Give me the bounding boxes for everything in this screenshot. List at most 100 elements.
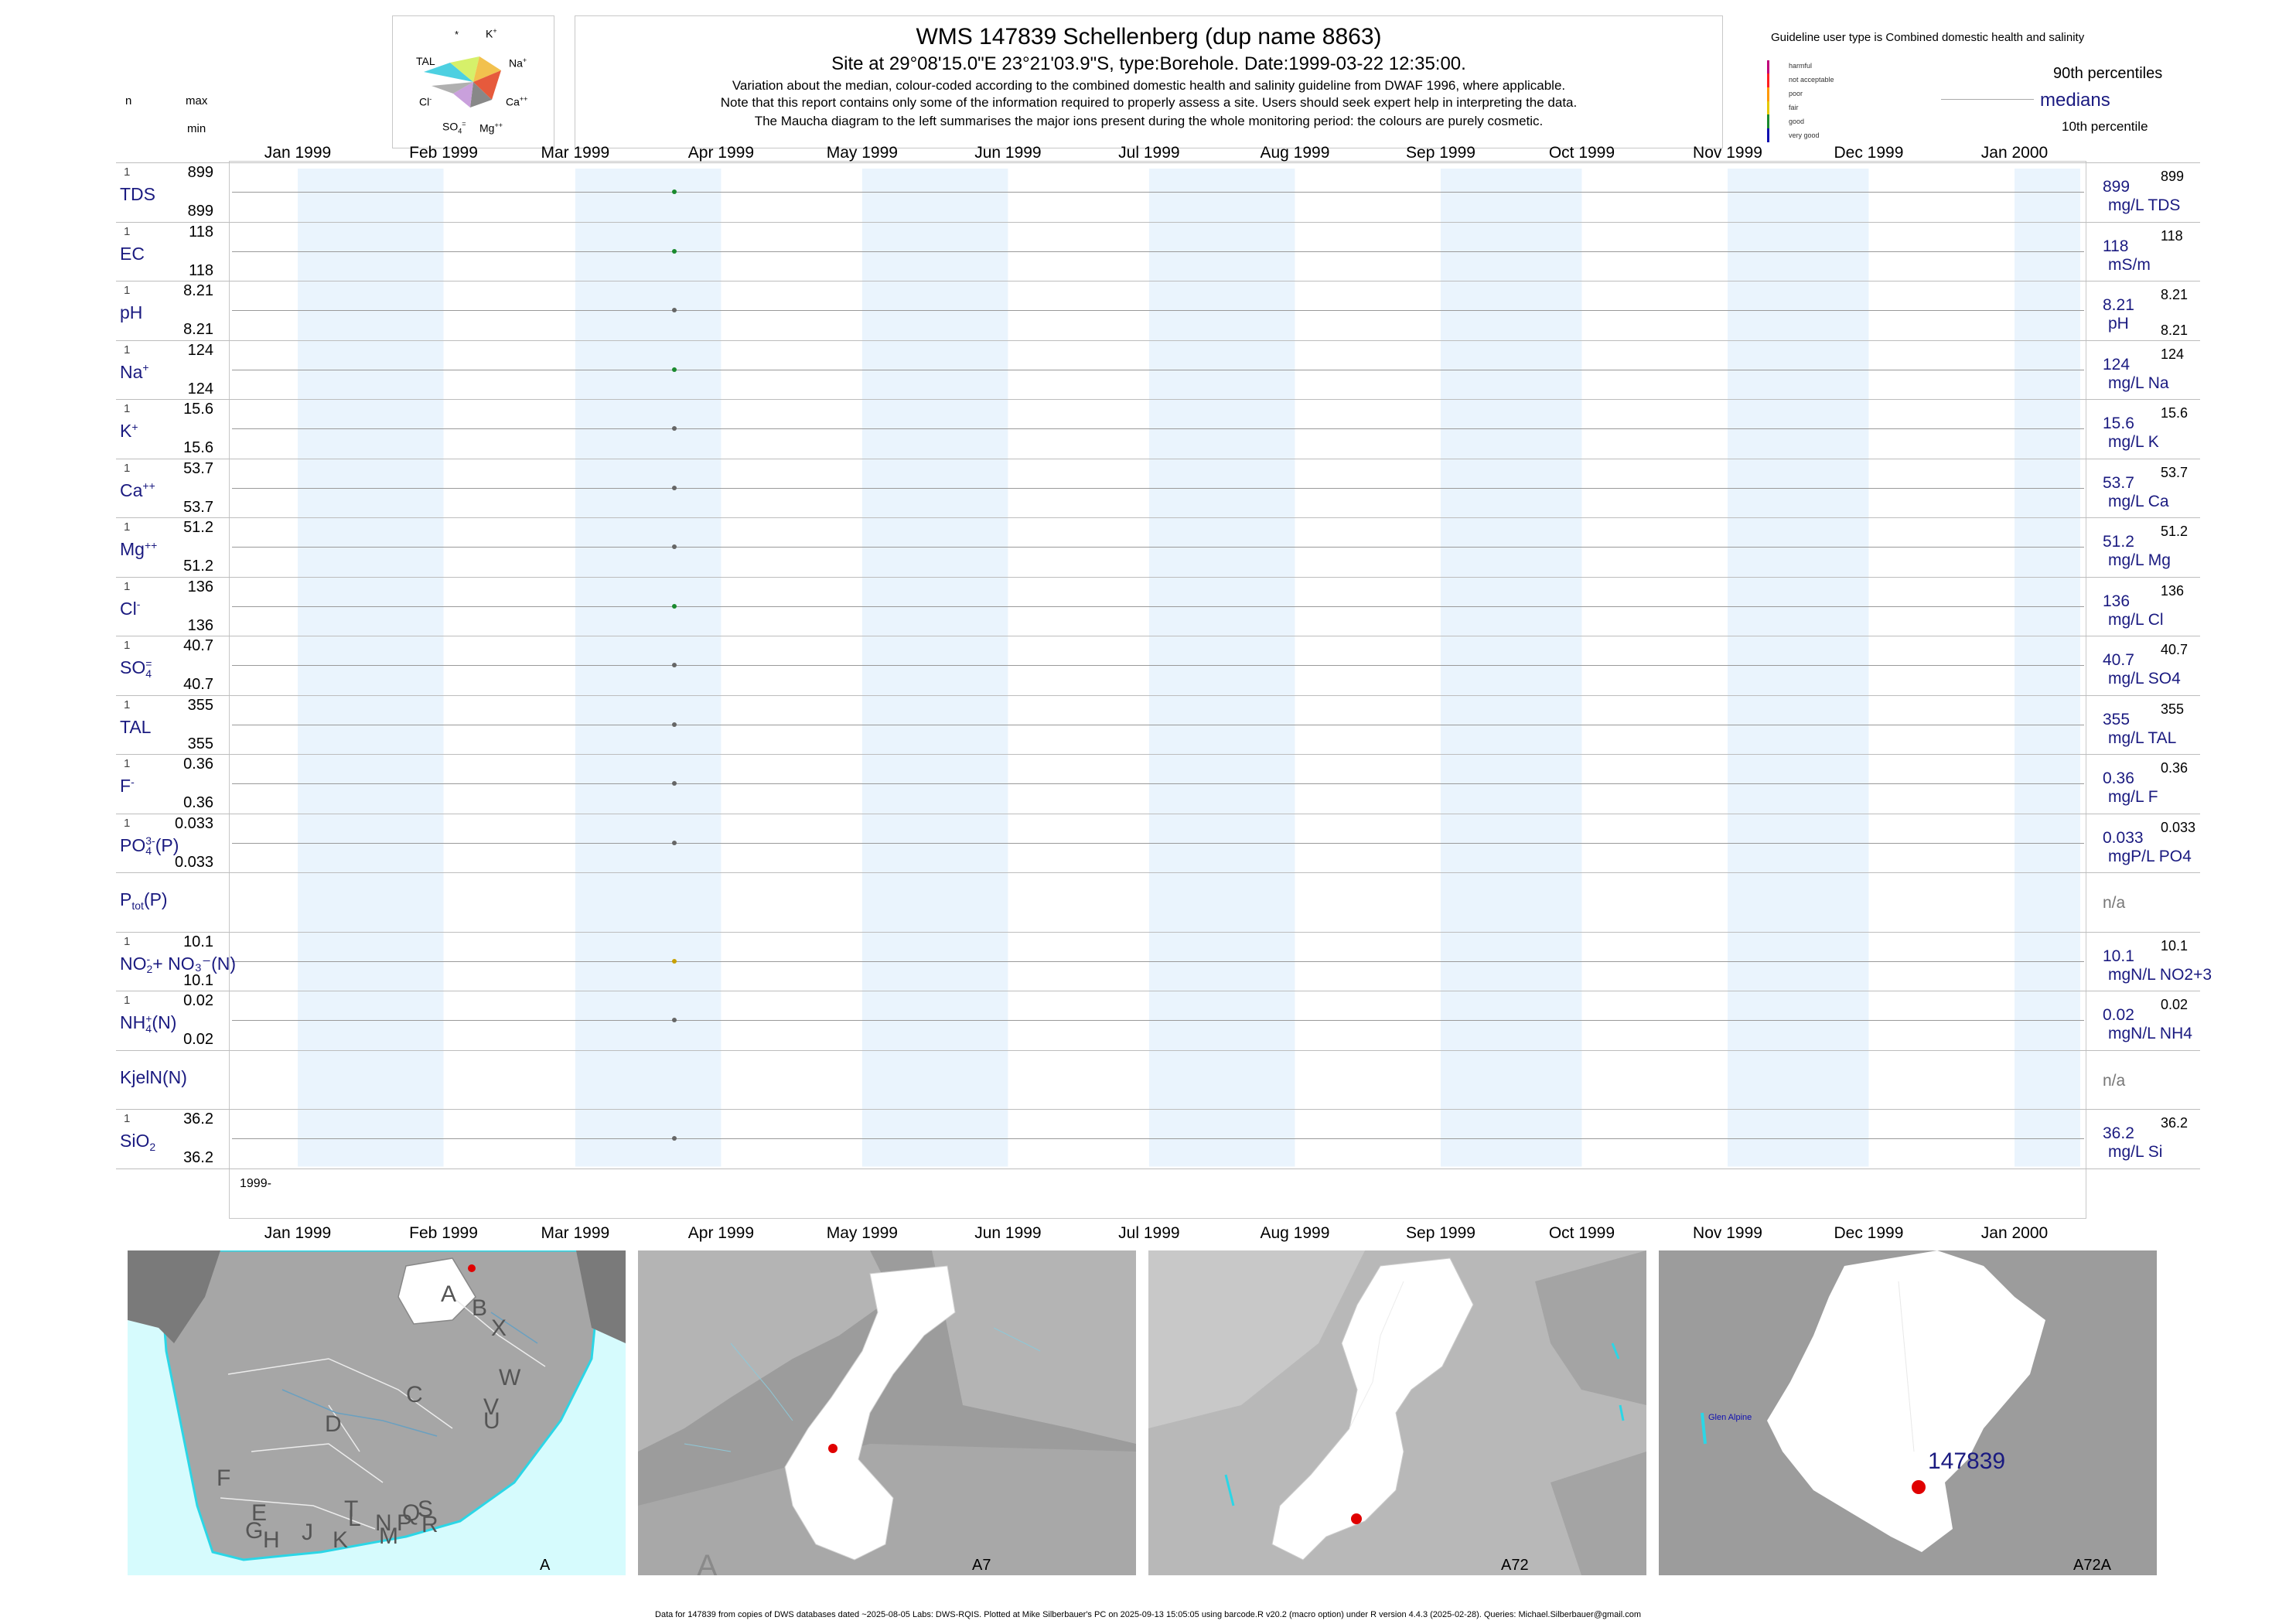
param-label-so4: SO = 4: [120, 657, 152, 680]
top-month-label: Sep 1999: [1406, 144, 1476, 162]
p90-value: 53.7: [2161, 464, 2189, 480]
region-letter-j: J: [302, 1520, 313, 1545]
unit-label-tds: mg/L TDS: [2108, 196, 2181, 214]
p10-value: 8.21: [2161, 322, 2189, 338]
month-band: [575, 169, 722, 1167]
maucha-star: *: [455, 29, 459, 40]
max-value: 0.36: [183, 756, 213, 773]
data-point-po4: [671, 840, 677, 845]
guideline-color-bar: [1767, 60, 1769, 142]
top-month-label: Mar 1999: [541, 144, 610, 162]
region-letter-k: K: [333, 1527, 349, 1553]
p90-value: 8.21: [2161, 287, 2189, 302]
data-point-ph: [671, 308, 677, 312]
map-a72-catchment: [1148, 1250, 1646, 1575]
maucha-label-cl: Cl-: [419, 95, 432, 108]
top-month-label: Feb 1999: [409, 144, 478, 162]
unit-label-ca: mg/L Ca: [2108, 492, 2169, 510]
param-label-sio2: SiO 2: [120, 1131, 156, 1153]
bottom-month-label: Nov 1999: [1693, 1224, 1762, 1242]
median-line: [232, 1138, 2084, 1139]
param-label-ptot: P tot (P): [120, 889, 168, 912]
guideline-text: Guideline user type is Combined domestic…: [1771, 31, 2085, 44]
report-note-1: Variation about the median, colour-coded…: [732, 78, 1566, 93]
maucha-segment-so4: [453, 82, 473, 107]
min-value: 40.7: [183, 676, 213, 693]
top-month-label: Jan 1999: [264, 144, 332, 162]
top-month-label: Jul 1999: [1118, 144, 1180, 162]
median-line: [232, 842, 2084, 844]
site-marker-a7: [828, 1444, 838, 1453]
data-point-nox: [671, 958, 677, 964]
maucha-label-k: K+: [486, 27, 497, 40]
row-separator: [116, 162, 2200, 163]
top-month-label: Aug 1999: [1260, 144, 1330, 162]
site-marker-a72: [1351, 1513, 1362, 1524]
n-value: 1: [124, 224, 131, 238]
site-marker-a72a: [1912, 1480, 1926, 1494]
month-band: [1440, 169, 1582, 1167]
median-value-f: 0.36: [2103, 769, 2134, 787]
guideline-class-poor: poor: [1789, 90, 1803, 97]
top-month-label: Apr 1999: [687, 144, 755, 162]
header-n: n: [125, 94, 132, 107]
maucha-segment-cl: [432, 82, 473, 94]
region-letter-a: A: [441, 1281, 457, 1307]
max-value: 40.7: [183, 637, 213, 654]
region-letter-g: G: [245, 1518, 264, 1544]
region-letter-l: L: [348, 1506, 361, 1531]
param-label-kjeln: KjelN(N): [120, 1066, 187, 1087]
median-line: [232, 310, 2084, 311]
min-value: 0.033: [174, 853, 213, 871]
map-place-glen-alpine: Glen Alpine: [1708, 1413, 1752, 1422]
data-point-k: [671, 426, 677, 431]
n-value: 1: [124, 343, 131, 357]
unit-label-sio2: mg/L Si: [2108, 1143, 2163, 1161]
unit-label-so4: mg/L SO4: [2108, 670, 2181, 687]
min-value: 899: [187, 203, 213, 220]
maucha-label-tal: TAL: [416, 55, 435, 67]
bottom-month-label: Feb 1999: [409, 1224, 478, 1242]
median-value-mg: 51.2: [2103, 533, 2134, 551]
data-point-ec: [671, 248, 677, 254]
min-value: 53.7: [183, 498, 213, 516]
region-letter-h: H: [263, 1527, 280, 1553]
n-value: 1: [124, 284, 131, 297]
top-month-label: Nov 1999: [1693, 144, 1762, 162]
param-label-tal: TAL: [120, 716, 152, 737]
bottom-month-label: Apr 1999: [687, 1224, 755, 1242]
p90-value: 36.2: [2161, 1115, 2189, 1131]
row-separator: [116, 872, 2200, 873]
max-value: 36.2: [183, 1111, 213, 1128]
unit-label-ph: pH: [2108, 315, 2129, 333]
unit-label-f: mg/L F: [2108, 788, 2158, 806]
month-band: [1148, 169, 1295, 1167]
map-panel-a7: A A7: [638, 1250, 1136, 1575]
median-value-ec: 118: [2103, 237, 2129, 255]
region-letter-r: R: [421, 1512, 438, 1537]
row-separator: [116, 576, 2200, 578]
header-min: min: [187, 122, 206, 135]
guideline-class-harmful: harmful: [1789, 62, 1813, 70]
unit-label-cl: mg/L Cl: [2108, 610, 2164, 629]
max-value: 0.02: [183, 992, 213, 1009]
map-label-a7: A7: [972, 1557, 991, 1574]
map-label-a72: A72: [1501, 1557, 1529, 1574]
min-value: 124: [187, 380, 213, 397]
maucha-label-ca: Ca++: [506, 95, 528, 108]
max-value: 124: [187, 341, 213, 359]
map-panel-a72: A72: [1148, 1250, 1646, 1575]
maucha-segment-mg: [470, 82, 492, 107]
top-month-label: Jan 2000: [1980, 144, 2049, 162]
p90-value: 124: [2161, 346, 2185, 362]
min-value: 51.2: [183, 558, 213, 575]
p90-value: 15.6: [2161, 405, 2189, 421]
region-letter-n: N: [375, 1510, 392, 1536]
legend-90th: 90th percentiles: [2053, 65, 2163, 82]
bottom-month-label: Jun 1999: [974, 1224, 1042, 1242]
data-point-tal: [671, 722, 677, 727]
region-letter-d: D: [325, 1411, 342, 1437]
p90-value: 51.2: [2161, 524, 2189, 539]
median-value-cl: 136: [2103, 592, 2131, 610]
median-line: [232, 487, 2084, 489]
